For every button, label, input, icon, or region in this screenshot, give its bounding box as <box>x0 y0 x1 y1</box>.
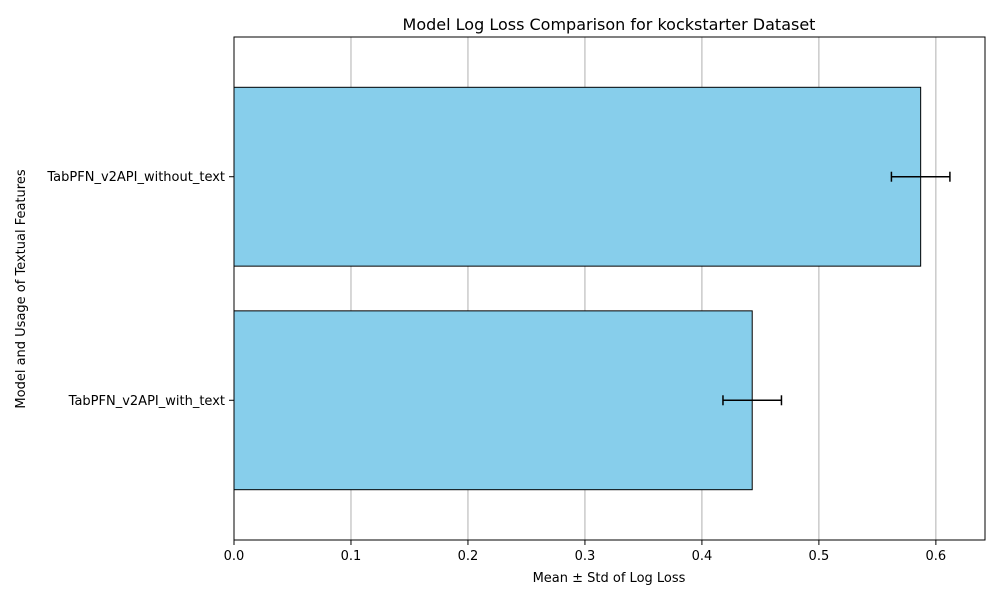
x-tick-label: 0.3 <box>575 549 596 564</box>
x-tick-label: 0.1 <box>341 549 362 564</box>
y-axis-label: Model and Usage of Textual Features <box>14 169 29 408</box>
chart-title: Model Log Loss Comparison for kockstarte… <box>403 15 816 34</box>
x-tick-label: 0.2 <box>458 549 479 564</box>
y-tick-label: TabPFN_v2API_without_text <box>46 170 225 185</box>
plot-frame <box>233 36 986 541</box>
x-tick-label: 0.5 <box>809 549 830 564</box>
bars <box>233 86 922 491</box>
x-axis-label: Mean ± Std of Log Loss <box>533 571 686 586</box>
y-axis-ticks: TabPFN_v2API_without_text TabPFN_v2API_wi… <box>46 170 234 409</box>
error-bars <box>722 171 951 406</box>
y-tick-label: TabPFN_v2API_with_text <box>68 394 225 409</box>
x-tick-label: 0.4 <box>692 549 713 564</box>
x-tick-label: 0.6 <box>926 549 947 564</box>
bar <box>233 86 922 267</box>
x-tick-label: 0.0 <box>224 549 245 564</box>
bar <box>233 310 753 491</box>
x-axis-ticks: 0.0 0.1 0.2 0.3 0.4 0.5 0.6 <box>224 540 947 564</box>
